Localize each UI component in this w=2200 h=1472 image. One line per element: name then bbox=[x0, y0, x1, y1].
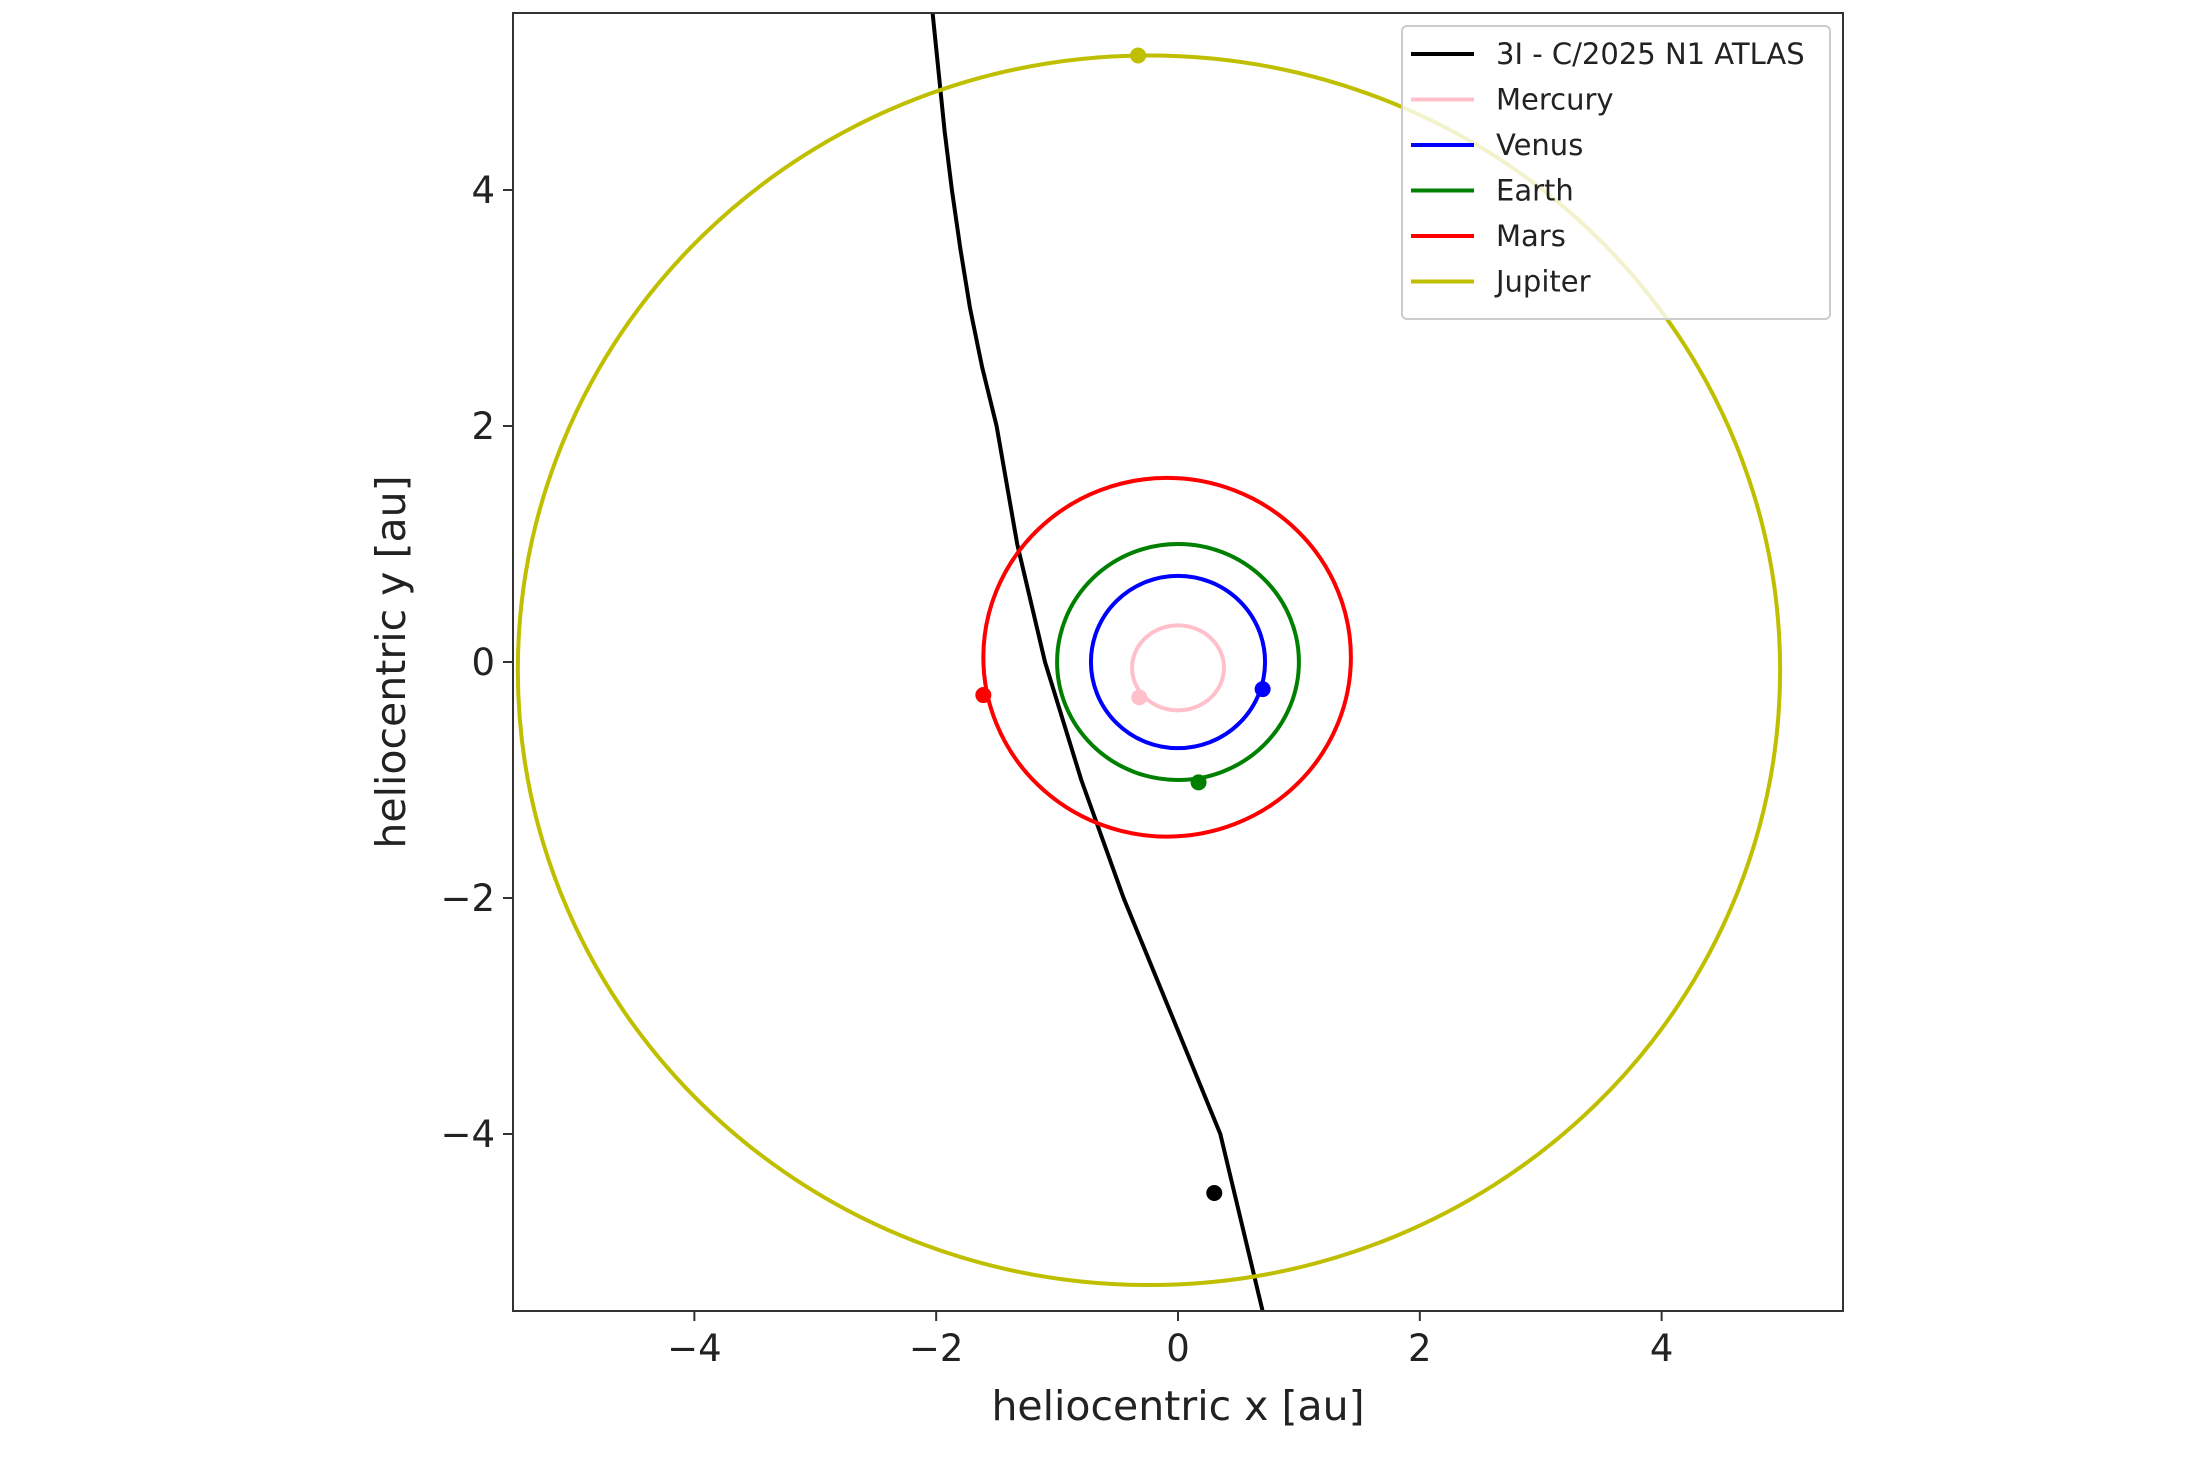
mars-orbit bbox=[981, 475, 1353, 839]
legend-label-mercury: Mercury bbox=[1496, 83, 1614, 117]
earth-orbit bbox=[1055, 542, 1301, 782]
y-axis: −4 −2 0 2 4 bbox=[440, 169, 513, 1156]
legend-box bbox=[1401, 25, 1831, 320]
3i-c-2025-n1-atlas-position-marker bbox=[1206, 1185, 1223, 1201]
x-tick-label: 0 bbox=[1166, 1327, 1190, 1370]
legend-label-venus: Venus bbox=[1496, 128, 1583, 162]
x-axis-title: heliocentric x [au] bbox=[991, 1382, 1364, 1430]
y-tick-label: −4 bbox=[440, 1113, 495, 1156]
legend-label-jupiter: Jupiter bbox=[1494, 265, 1591, 299]
x-tick-label: 2 bbox=[1408, 1327, 1432, 1370]
mars-position-marker bbox=[975, 687, 992, 704]
plot-area bbox=[515, 13, 1783, 1311]
x-tick-label: 4 bbox=[1650, 1327, 1674, 1370]
earth-position-marker bbox=[1190, 774, 1207, 791]
x-tick-label: −4 bbox=[667, 1327, 722, 1370]
mercury-position-marker bbox=[1131, 689, 1148, 706]
x-tick-label: −2 bbox=[909, 1327, 964, 1370]
mercury-orbit bbox=[1130, 623, 1226, 713]
3i-c-2025-n1-atlas-trajectory bbox=[930, 13, 1265, 1311]
y-axis-title: heliocentric y [au] bbox=[367, 475, 415, 848]
venus-position-marker bbox=[1254, 681, 1271, 698]
jupiter-orbit bbox=[515, 53, 1783, 1288]
legend-label-earth: Earth bbox=[1496, 174, 1574, 208]
legend-label-3i-c-2025-n1-atlas: 3I - C/2025 N1 ATLAS bbox=[1496, 37, 1805, 71]
y-tick-label: 0 bbox=[471, 641, 495, 684]
legend: 3I - C/2025 N1 ATLAS Mercury Venus Earth Mar… bbox=[1401, 25, 1831, 320]
jupiter-position-marker bbox=[1130, 47, 1147, 64]
y-tick-label: −2 bbox=[440, 877, 495, 920]
y-tick-label: 2 bbox=[471, 405, 495, 448]
y-tick-label: 4 bbox=[471, 169, 495, 212]
venus-orbit bbox=[1088, 573, 1268, 751]
x-axis: −4 −2 0 2 4 bbox=[667, 1311, 1673, 1370]
legend-label-mars: Mars bbox=[1496, 219, 1566, 253]
